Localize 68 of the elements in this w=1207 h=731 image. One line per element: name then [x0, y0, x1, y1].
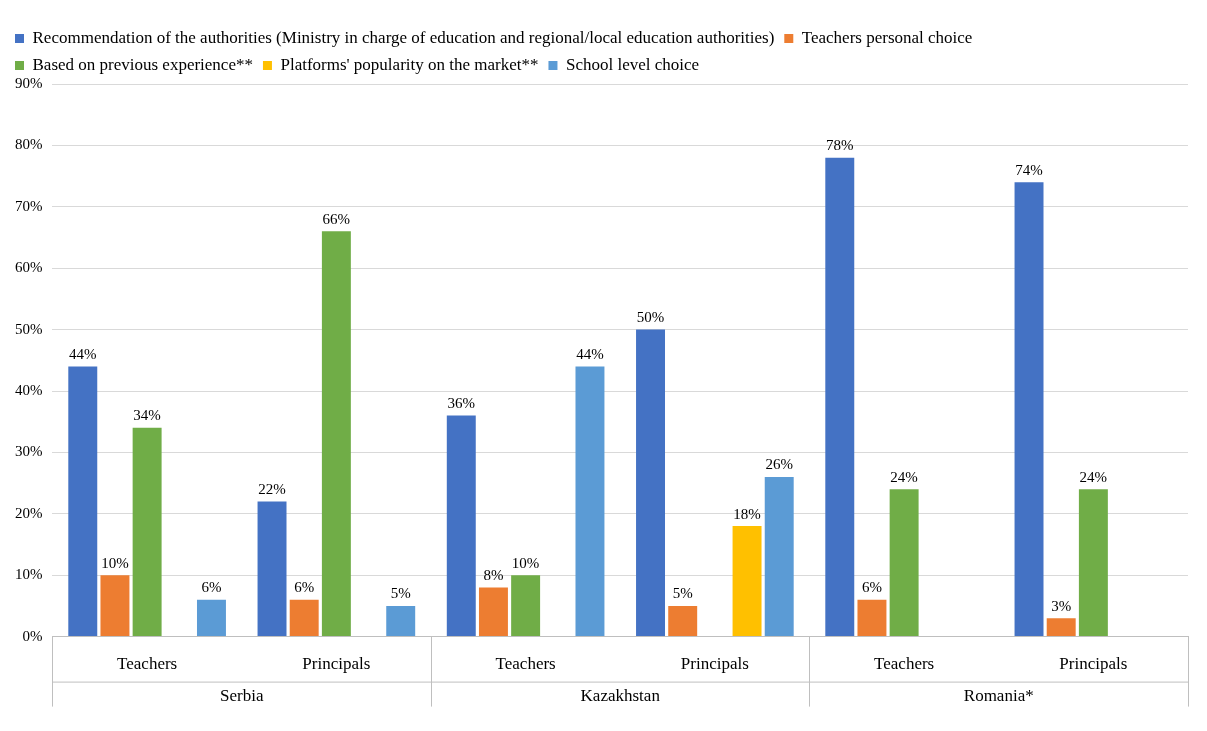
data-label: 8%	[483, 566, 504, 583]
x-tick-label: Principals	[1059, 654, 1128, 674]
data-label: 22%	[258, 480, 286, 497]
bar	[889, 489, 919, 637]
data-label: 34%	[133, 407, 161, 424]
bar	[575, 366, 605, 637]
data-label: 44%	[69, 345, 97, 362]
bar	[636, 329, 666, 637]
x-tick-label: Principals	[302, 654, 371, 674]
bar	[1078, 489, 1108, 637]
bar	[100, 575, 130, 637]
x-tick-label: Principals	[680, 654, 749, 674]
y-tick-label: 60%	[15, 259, 43, 276]
bar	[668, 605, 698, 637]
legend-label: Recommendation of the authorities (Ministry in charge of education and regional/local education authorities)	[32, 27, 775, 47]
bar	[289, 599, 319, 637]
y-tick-label: 10%	[15, 566, 43, 583]
bar	[446, 415, 476, 637]
data-label: 6%	[294, 579, 315, 596]
bar	[68, 366, 98, 637]
text: Kazakhstan	[580, 686, 661, 706]
x-tick-label: Teachers	[874, 654, 935, 674]
data-label: 18%	[733, 505, 761, 522]
bar	[321, 231, 351, 637]
bar	[478, 587, 508, 637]
data-label: 3%	[1051, 597, 1072, 614]
data-label: 74%	[1015, 161, 1043, 178]
data-label: 26%	[765, 456, 793, 473]
bar	[857, 599, 887, 637]
bar	[1046, 618, 1076, 637]
y-tick-label: 70%	[15, 197, 43, 214]
data-label: 10%	[511, 554, 540, 571]
data-label: 78%	[826, 137, 854, 154]
data-label: 6%	[201, 579, 222, 596]
data-label: 6%	[861, 579, 882, 596]
bar	[132, 427, 162, 637]
y-tick-label: 50%	[15, 320, 43, 337]
legend-label: School level choice	[565, 54, 700, 74]
data-label: 5%	[390, 585, 411, 602]
y-tick-label: 40%	[15, 381, 43, 398]
x-tick-label: Teachers	[117, 654, 178, 674]
data-label: 50%	[636, 309, 665, 326]
text: Serbia	[220, 686, 264, 706]
data-label: 24%	[1079, 468, 1108, 485]
y-tick-label: 90%	[15, 74, 43, 91]
bar	[825, 157, 855, 637]
y-tick-label: 80%	[15, 136, 43, 153]
legend-label: Platforms' popularity on the market**	[280, 54, 539, 74]
x-tick-label: Teachers	[495, 654, 556, 674]
data-label: 10%	[101, 554, 129, 571]
text: Romania*	[963, 686, 1034, 706]
bar	[1014, 182, 1044, 637]
bar	[511, 575, 541, 637]
bar	[764, 476, 794, 637]
bar	[386, 605, 416, 637]
bar	[732, 526, 762, 637]
data-label: 5%	[672, 585, 693, 602]
data-label: 36%	[447, 395, 476, 411]
legend-label: Based on previous experience**	[32, 54, 253, 74]
bar	[257, 501, 287, 637]
data-label: 66%	[322, 210, 351, 227]
legend-label: Teachers personal choice	[801, 27, 973, 47]
bar	[196, 599, 226, 637]
data-label: 44%	[576, 345, 604, 362]
data-label: 24%	[890, 468, 918, 485]
y-tick-label: 20%	[15, 504, 43, 521]
y-tick-label: 30%	[15, 443, 43, 460]
y-tick-label: 0%	[22, 627, 43, 644]
